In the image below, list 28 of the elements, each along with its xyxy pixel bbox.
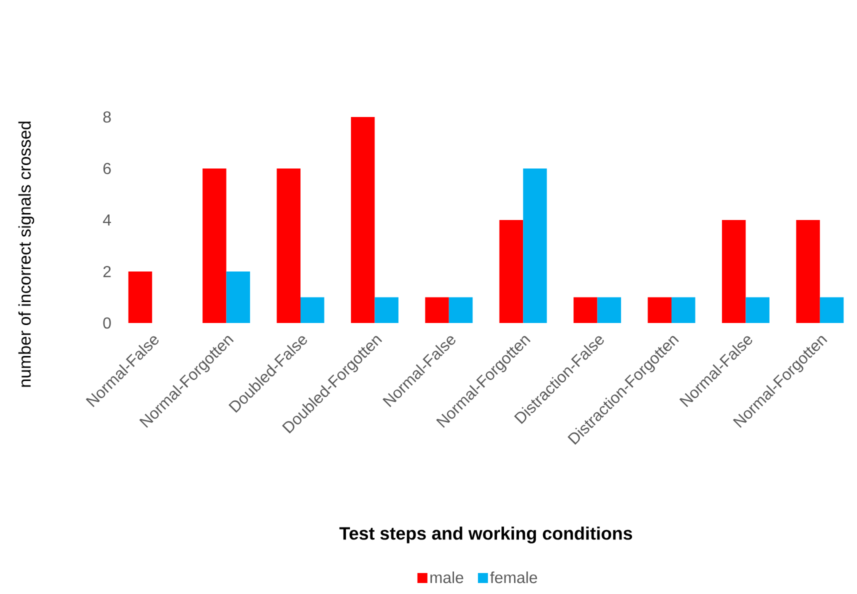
bar [350, 117, 375, 323]
bar [523, 168, 547, 323]
bar [574, 297, 598, 323]
y-tick-label: 4 [102, 214, 112, 226]
bar [648, 297, 672, 323]
bar [276, 168, 301, 323]
bar [672, 297, 696, 323]
bar [722, 220, 746, 323]
y-tick-label: 6 [103, 162, 111, 174]
bar [202, 168, 226, 323]
bar [374, 297, 398, 323]
bar [300, 297, 324, 323]
bar [226, 272, 250, 323]
bar [796, 220, 820, 323]
x-axis-title: Test steps and working conditions [339, 526, 632, 544]
bar [448, 297, 473, 323]
bar [499, 220, 524, 323]
bar [746, 297, 770, 323]
y-tick-label: 2 [103, 266, 111, 278]
bar [820, 297, 844, 323]
y-tick-label: 8 [103, 111, 111, 123]
y-axis-title: number of incorrect signals crossed [18, 122, 34, 387]
legend-label: male [430, 572, 464, 584]
y-tick-label: 0 [103, 317, 111, 329]
bar [128, 272, 152, 323]
legend-label: female [490, 572, 538, 584]
bar [425, 297, 449, 323]
bar [597, 297, 622, 323]
